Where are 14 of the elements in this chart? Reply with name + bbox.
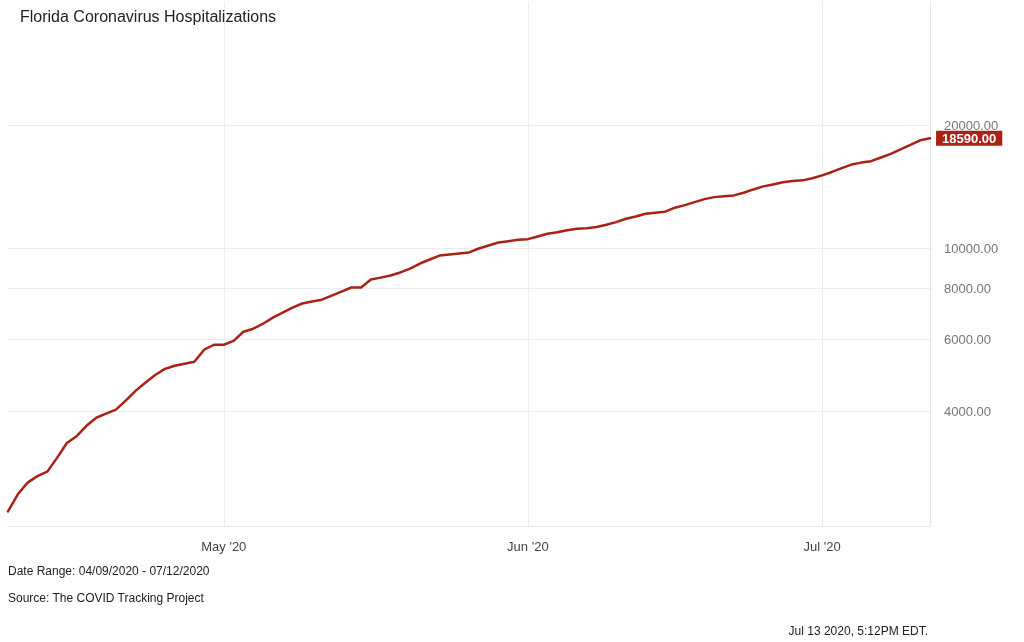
- line-series: [6, 137, 932, 513]
- data-label: 18590.00: [942, 130, 997, 146]
- x-tick-label: Jul '20: [803, 539, 841, 554]
- text: Jul 13 2020, 5:12PM EDT.: [788, 624, 929, 638]
- x-tick-label: May '20: [201, 539, 247, 554]
- source-note: Source: The COVID Tracking Project: [8, 591, 205, 605]
- y-tick-label: 10000.00: [944, 241, 999, 256]
- y-tick-label: 8000.00: [944, 280, 991, 296]
- y-tick-label: 20000.00: [944, 117, 999, 133]
- y-tick-label: 4000.00: [944, 403, 991, 419]
- chart-title: Florida Coronavirus Hospitalizations: [20, 7, 277, 25]
- x-tick-label: Jun '20: [507, 539, 549, 554]
- text: Date Range: 04/09/2020 - 07/12/2020: [8, 564, 210, 578]
- y-tick-label: 6000.00: [944, 331, 991, 347]
